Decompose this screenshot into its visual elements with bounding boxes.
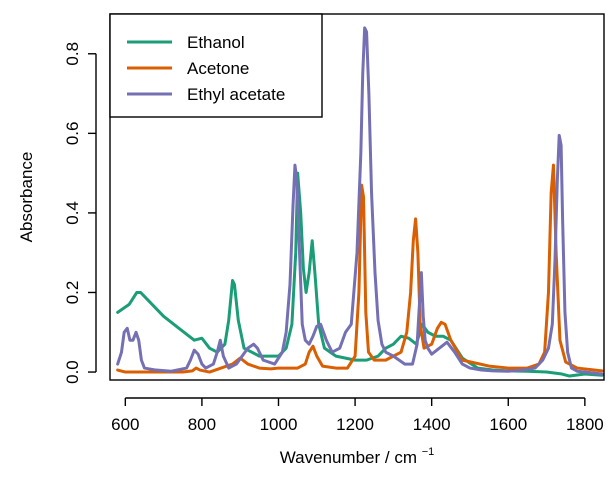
x-tick-label: 1600: [489, 415, 527, 434]
legend-label: Ethyl acetate: [187, 85, 285, 104]
x-tick-label: 1200: [336, 415, 374, 434]
plot-frame: [109, 13, 605, 381]
x-tick-label: 1800: [566, 415, 604, 434]
x-tick-label: 1000: [260, 415, 298, 434]
y-tick-label: 0.2: [63, 281, 82, 305]
x-axis-title: Wavenumber / cm −1: [280, 446, 435, 467]
legend-box: [109, 13, 323, 118]
legend-label: Ethanol: [187, 33, 245, 52]
y-tick-label: 0.6: [63, 122, 82, 146]
x-tick-label: 600: [111, 415, 139, 434]
x-axis-title-superscript: −1: [422, 446, 435, 458]
y-tick-label: 0.4: [63, 201, 82, 225]
y-axis: 0.0 0.2 0.4 0.6 0.8: [63, 42, 97, 384]
x-axis-title-text: Wavenumber / cm: [280, 448, 417, 467]
legend-label: Acetone: [187, 59, 249, 78]
series-group: [116, 26, 604, 378]
x-axis: 600 800 1000 1200 1400 1600 1800: [111, 397, 604, 434]
legend: Ethanol Acetone Ethyl acetate: [109, 13, 323, 118]
series-line-3: [116, 26, 604, 376]
x-tick-label: 1400: [413, 415, 451, 434]
y-tick-label: 0.8: [63, 42, 82, 66]
y-axis-title: Absorbance: [17, 152, 36, 243]
x-tick-label: 800: [188, 415, 216, 434]
y-tick-label: 0.0: [63, 360, 82, 384]
